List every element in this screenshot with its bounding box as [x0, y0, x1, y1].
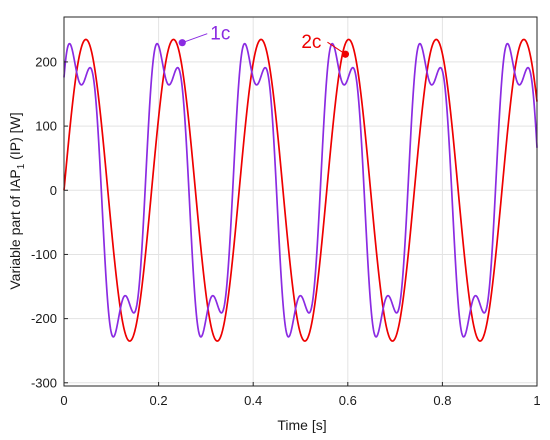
- x-tick-label: 1: [533, 393, 540, 408]
- tick-layer: 0 0.2 0.4 0.6 0.8 1 -300 -200 -100 0 100 200: [31, 54, 541, 408]
- annotation-label-1c: 1c: [210, 24, 230, 45]
- y-axis-label: Variable part of IAP1 (IP) [W]: [7, 112, 27, 289]
- y-axis-label-subscript: 1: [16, 163, 27, 169]
- annotation-marker: [178, 39, 186, 47]
- y-tick-label: 200: [35, 54, 57, 69]
- annotation-marker: [341, 50, 350, 58]
- annotation-leader: [327, 41, 346, 55]
- annotation-leader: [182, 33, 208, 44]
- series-line-2c: [63, 38, 538, 342]
- x-axis-label: Time [s]: [277, 417, 326, 433]
- annotation-layer: 1c 2c: [178, 24, 350, 58]
- x-tick-label: 0.6: [339, 393, 357, 408]
- series-layer: [63, 38, 538, 342]
- y-tick-label: -200: [31, 311, 57, 326]
- y-tick-label: -100: [31, 247, 57, 262]
- series-line-1c: [63, 42, 538, 338]
- x-tick-label: 0.8: [433, 393, 451, 408]
- y-axis-label-tail: (IP) [W]: [7, 112, 23, 163]
- y-tick-label: 100: [35, 119, 57, 134]
- y-tick-label: -300: [31, 375, 57, 390]
- annotation-label-2c: 2c: [301, 32, 321, 53]
- y-tick-label: 0: [50, 183, 57, 198]
- y-axis-label-main: Variable part of IAP: [7, 169, 23, 289]
- x-tick-label: 0.4: [244, 393, 262, 408]
- x-tick-label: 0: [60, 393, 67, 408]
- plot-frame: [63, 16, 538, 387]
- x-tick-label: 0.2: [150, 393, 168, 408]
